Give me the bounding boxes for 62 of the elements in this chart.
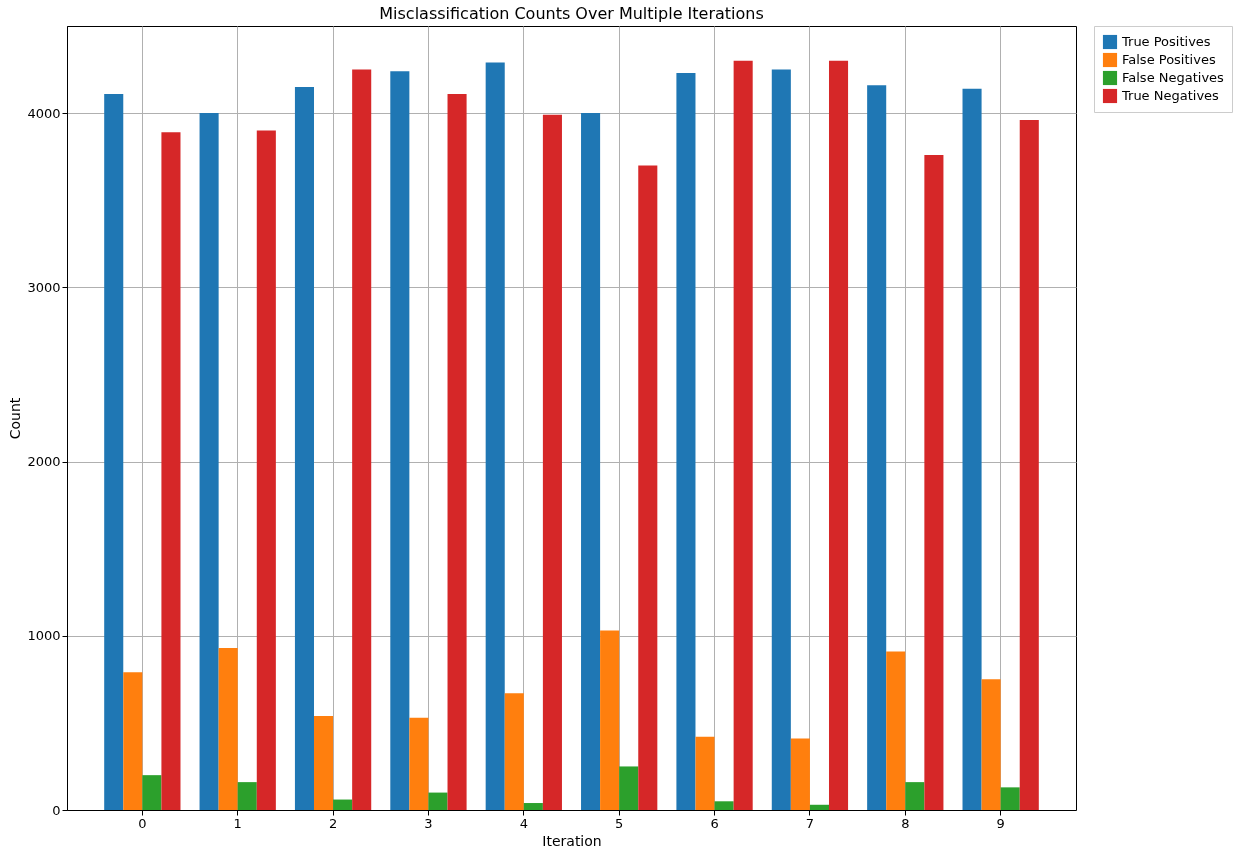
y-tick-label: 3000 <box>27 279 61 295</box>
bar <box>886 651 906 810</box>
bar <box>447 93 467 810</box>
bar <box>638 165 658 810</box>
chart-title: Misclassification Counts Over Multiple Iterations <box>379 4 764 23</box>
bar <box>581 113 601 810</box>
bar <box>104 93 124 810</box>
x-tick-label: 3 <box>424 815 433 831</box>
bar <box>352 69 372 810</box>
bar <box>962 88 982 810</box>
bar <box>924 154 944 810</box>
bar <box>619 766 639 810</box>
x-tick-label: 6 <box>710 815 719 831</box>
bar <box>523 803 543 810</box>
bar <box>256 130 276 810</box>
y-tick-label: 2000 <box>27 454 61 470</box>
bar <box>333 799 353 810</box>
bar <box>905 782 925 810</box>
bar <box>428 792 448 810</box>
y-tick-label: 1000 <box>27 628 61 644</box>
x-tick-label: 4 <box>519 815 528 831</box>
y-axis-title: Count <box>7 397 24 440</box>
y-tick-label: 4000 <box>27 105 61 121</box>
legend-label: False Negatives <box>1122 70 1225 85</box>
bar <box>1019 120 1039 810</box>
bar <box>161 132 181 810</box>
bar <box>829 60 849 810</box>
x-tick-label: 5 <box>615 815 624 831</box>
x-tick-label: 8 <box>901 815 910 831</box>
bar <box>237 782 257 810</box>
legend-label: True Negatives <box>1121 88 1220 103</box>
legend-label: True Positives <box>1121 34 1211 49</box>
bar <box>123 672 143 810</box>
bar <box>714 801 734 810</box>
bar <box>542 114 562 810</box>
bar <box>294 86 314 810</box>
bar <box>314 715 334 810</box>
x-tick-label: 7 <box>805 815 815 831</box>
x-tick-label: 2 <box>328 815 338 831</box>
x-tick-label: 9 <box>996 815 1005 831</box>
bar <box>695 736 715 810</box>
bar <box>809 804 829 810</box>
bar <box>981 679 1001 810</box>
bar <box>1000 787 1020 810</box>
bar <box>790 738 810 810</box>
bar <box>867 85 887 810</box>
bar <box>733 60 753 810</box>
bar <box>485 62 505 810</box>
bar <box>771 69 791 810</box>
bar <box>409 717 429 810</box>
bar <box>676 73 696 810</box>
x-axis-title: Iteration <box>542 832 602 849</box>
bar <box>600 630 620 810</box>
bar <box>504 693 524 810</box>
legend-label: False Positives <box>1122 52 1216 67</box>
bar <box>218 647 238 810</box>
bar <box>199 113 219 810</box>
x-tick-label: 1 <box>233 815 242 831</box>
y-tick-label: 0 <box>52 802 61 818</box>
bar <box>142 775 162 810</box>
bar <box>390 71 410 810</box>
x-tick-label: 0 <box>138 815 147 831</box>
